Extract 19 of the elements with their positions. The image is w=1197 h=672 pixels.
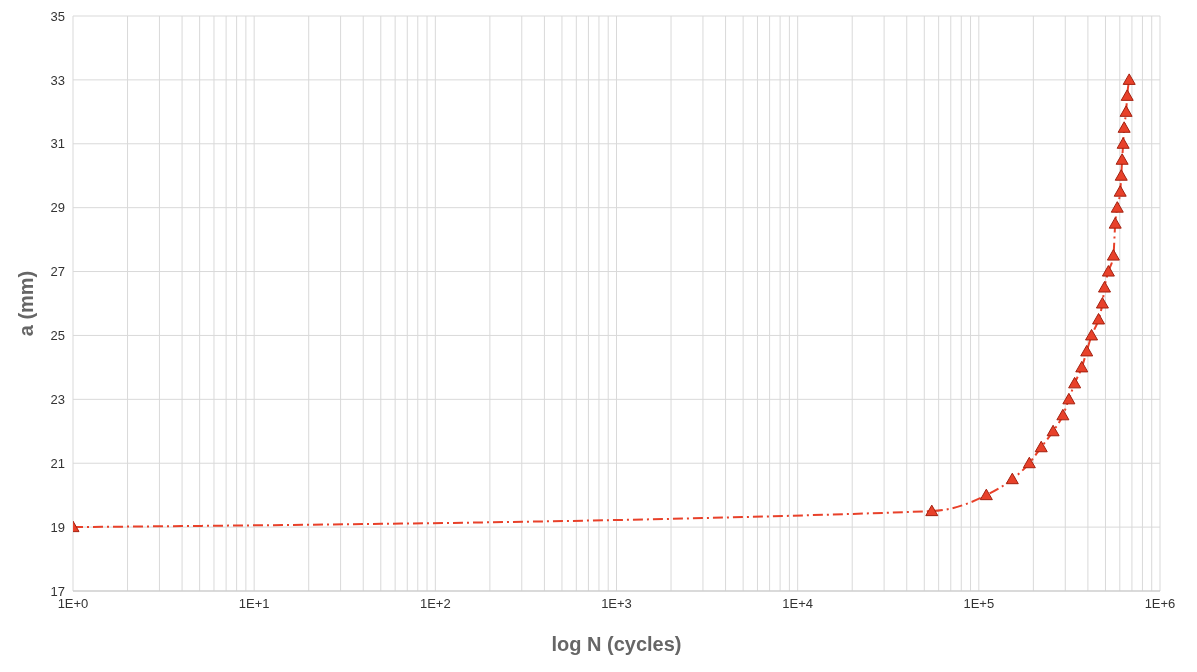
y-tick-label: 25 — [50, 328, 65, 344]
x-tick-label: 1E+4 — [782, 596, 814, 612]
x-tick-label: 1E+2 — [419, 596, 451, 612]
y-tick-label: 33 — [50, 72, 65, 88]
y-tick-label: 21 — [50, 455, 65, 471]
y-axis-title: a (mm) — [15, 270, 38, 337]
x-tick-label: 1E+1 — [238, 596, 270, 612]
x-tick-label: 1E+5 — [963, 596, 995, 612]
y-tick-label: 17 — [50, 583, 65, 599]
y-tick-label: 35 — [50, 8, 65, 24]
y-tick-label: 27 — [50, 264, 65, 280]
y-tick-label: 19 — [50, 519, 65, 535]
x-tick-label: 1E+6 — [1144, 596, 1176, 612]
y-tick-label: 23 — [50, 391, 65, 407]
y-tick-label: 29 — [50, 200, 65, 216]
x-tick-label: 1E+0 — [57, 596, 89, 612]
x-tick-label: 1E+3 — [601, 596, 632, 612]
x-axis-title: log N (cycles) — [551, 633, 682, 655]
y-tick-label: 31 — [50, 136, 65, 152]
